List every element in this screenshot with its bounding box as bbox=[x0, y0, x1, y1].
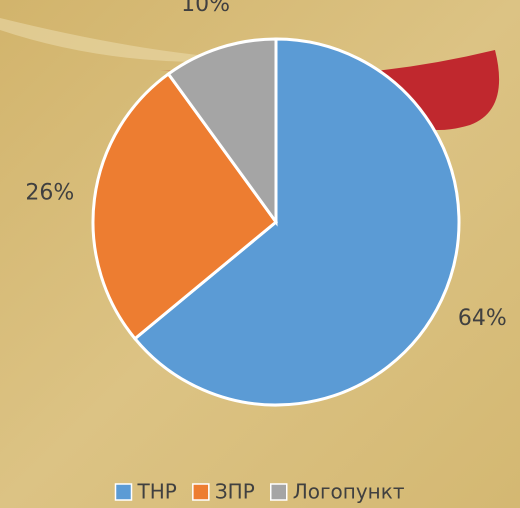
legend-label: Логопункт bbox=[293, 480, 405, 504]
data-label: 26% bbox=[25, 180, 74, 205]
legend-swatch bbox=[114, 483, 133, 501]
legend: ТНР ЗПР Логопункт bbox=[114, 480, 405, 504]
legend-item: ТНР bbox=[114, 480, 177, 504]
pie-slice bbox=[166, 37, 278, 227]
legend-label: ТНР bbox=[137, 480, 177, 504]
legend-label: ЗПР bbox=[215, 480, 255, 504]
pie-slice bbox=[132, 37, 461, 407]
decoration bbox=[0, 18, 260, 62]
data-label: 64% bbox=[458, 306, 507, 331]
pie-slice bbox=[91, 71, 279, 341]
data-label: 10% bbox=[181, 0, 230, 17]
legend-item: ЗПР bbox=[192, 480, 255, 504]
pie: 64% 26% 10% bbox=[25, 0, 507, 407]
legend-swatch bbox=[192, 483, 210, 501]
legend-item: Логопункт bbox=[270, 480, 405, 504]
legend-swatch bbox=[270, 483, 288, 501]
